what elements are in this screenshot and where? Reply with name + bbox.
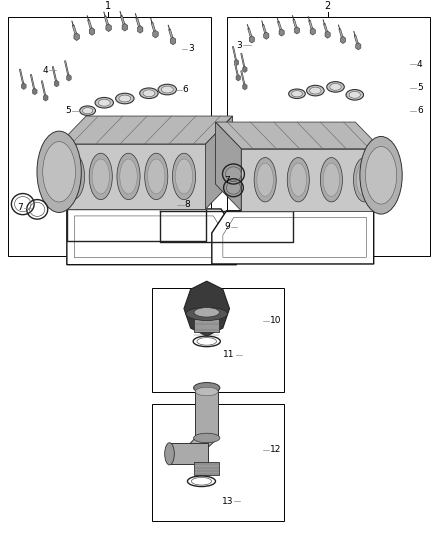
Bar <box>195 388 218 438</box>
Polygon shape <box>59 116 233 144</box>
Ellipse shape <box>346 90 364 100</box>
Text: 5: 5 <box>417 84 423 92</box>
Text: 11: 11 <box>223 350 235 359</box>
Ellipse shape <box>287 158 309 202</box>
Ellipse shape <box>320 158 343 202</box>
Ellipse shape <box>158 84 177 95</box>
Ellipse shape <box>98 99 110 106</box>
Ellipse shape <box>148 159 165 194</box>
Text: 6: 6 <box>417 106 423 115</box>
Ellipse shape <box>330 84 341 90</box>
Ellipse shape <box>254 158 276 202</box>
Bar <box>194 462 219 475</box>
Text: 5: 5 <box>66 106 71 115</box>
Bar <box>8 17 211 256</box>
Bar <box>227 17 430 256</box>
Text: 12: 12 <box>270 445 281 454</box>
Text: 9: 9 <box>224 222 230 231</box>
Ellipse shape <box>37 131 81 213</box>
Text: 4: 4 <box>42 66 48 75</box>
Text: 3: 3 <box>188 44 194 53</box>
Ellipse shape <box>64 159 81 194</box>
Text: 8: 8 <box>185 200 191 209</box>
Ellipse shape <box>161 86 173 93</box>
Bar <box>194 312 219 333</box>
Ellipse shape <box>61 153 85 200</box>
Ellipse shape <box>143 90 155 96</box>
Polygon shape <box>59 144 205 209</box>
Text: 7: 7 <box>224 176 230 185</box>
Ellipse shape <box>289 89 305 99</box>
Ellipse shape <box>292 91 302 97</box>
Bar <box>152 403 284 521</box>
Text: 13: 13 <box>222 497 233 506</box>
Polygon shape <box>183 438 218 462</box>
Ellipse shape <box>116 93 134 104</box>
Ellipse shape <box>356 163 373 196</box>
Ellipse shape <box>82 108 93 114</box>
Ellipse shape <box>175 159 193 194</box>
Text: 2: 2 <box>325 2 331 11</box>
Ellipse shape <box>310 87 321 94</box>
Ellipse shape <box>290 163 307 196</box>
Polygon shape <box>241 149 381 211</box>
Ellipse shape <box>360 136 402 214</box>
Bar <box>152 287 284 392</box>
Ellipse shape <box>257 163 273 196</box>
Text: 4: 4 <box>417 60 423 69</box>
Ellipse shape <box>119 95 131 102</box>
Text: 1: 1 <box>105 2 111 11</box>
Ellipse shape <box>194 308 219 317</box>
Ellipse shape <box>165 443 174 465</box>
Ellipse shape <box>173 153 196 200</box>
Text: 10: 10 <box>270 316 281 325</box>
Ellipse shape <box>323 163 340 196</box>
Text: 6: 6 <box>183 85 188 94</box>
Ellipse shape <box>194 383 220 393</box>
Ellipse shape <box>140 88 158 99</box>
Ellipse shape <box>186 308 228 320</box>
Ellipse shape <box>365 147 397 204</box>
Text: 3: 3 <box>237 41 242 50</box>
Ellipse shape <box>194 433 220 443</box>
Ellipse shape <box>349 91 360 98</box>
Ellipse shape <box>307 85 324 96</box>
Text: 7: 7 <box>18 203 23 212</box>
Polygon shape <box>212 211 374 264</box>
Ellipse shape <box>117 153 140 200</box>
Ellipse shape <box>92 159 110 194</box>
Ellipse shape <box>145 153 168 200</box>
Polygon shape <box>215 122 241 211</box>
Bar <box>170 443 208 464</box>
Ellipse shape <box>95 98 113 108</box>
Ellipse shape <box>327 82 344 92</box>
Ellipse shape <box>80 106 95 116</box>
Ellipse shape <box>120 159 137 194</box>
Ellipse shape <box>89 153 112 200</box>
Polygon shape <box>205 116 233 209</box>
Polygon shape <box>67 209 237 265</box>
Polygon shape <box>215 122 381 149</box>
Ellipse shape <box>195 387 218 395</box>
Ellipse shape <box>43 142 75 202</box>
Ellipse shape <box>353 158 375 202</box>
